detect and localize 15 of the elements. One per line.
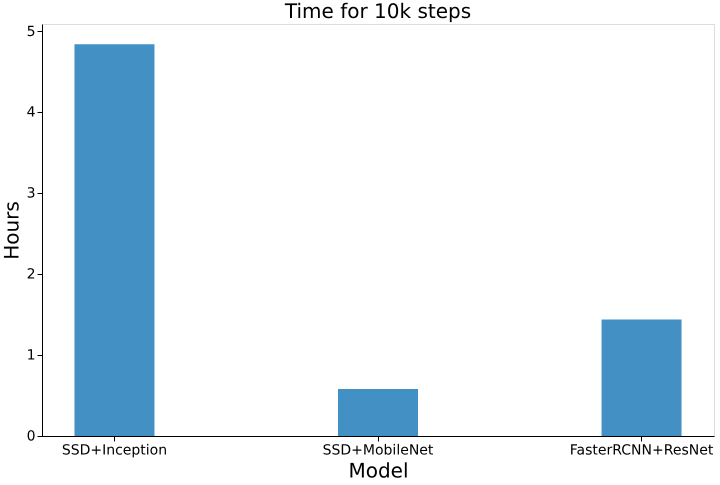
x-tick-label: SSD+MobileNet	[322, 442, 434, 458]
y-tick-label: 3	[26, 186, 36, 202]
bar	[74, 44, 154, 436]
x-tick-label: FasterRCNN+ResNet	[570, 442, 714, 458]
chart-title: Time for 10k steps	[284, 0, 472, 23]
y-tick-label: 1	[26, 348, 36, 364]
y-tick-label: 2	[26, 266, 36, 283]
bar	[338, 389, 418, 436]
y-tick-label: 5	[26, 24, 36, 40]
x-axis-title: Model	[348, 458, 409, 482]
x-tick-label: SSD+Inception	[62, 442, 168, 458]
y-tick-label: 0	[26, 428, 36, 444]
y-tick-label: 4	[26, 104, 36, 121]
bar	[602, 319, 682, 436]
y-axis-title: Hours	[0, 201, 24, 260]
